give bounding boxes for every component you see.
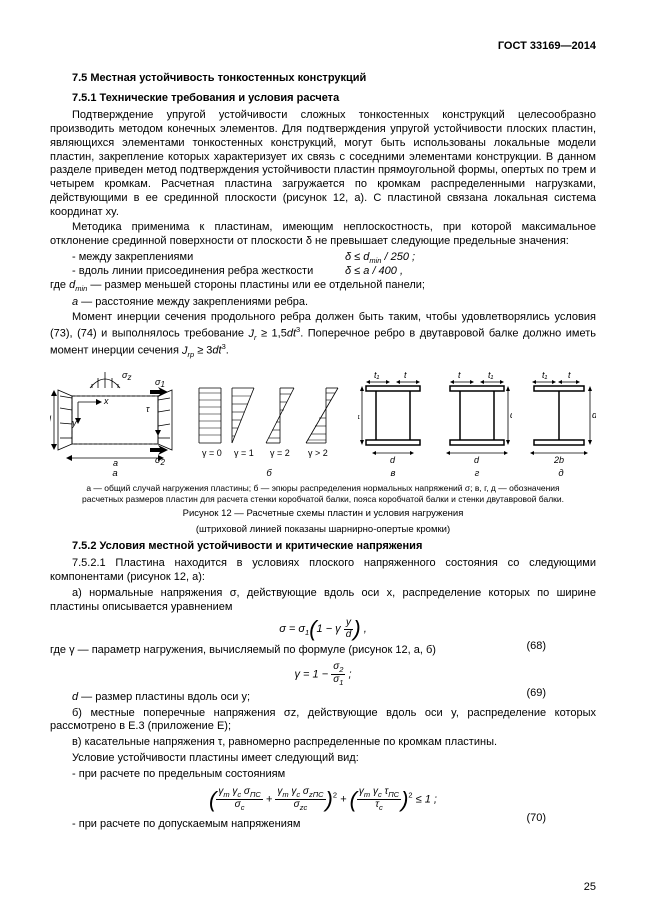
svg-text:γ = 2: γ = 2: [270, 448, 290, 458]
svg-text:x: x: [103, 396, 109, 406]
page: ГОСТ 33169—2014 7.5 Местная устойчивость…: [0, 0, 646, 913]
figure-subcaption: а — общий случай нагружения пластины; б …: [70, 483, 576, 503]
para-10: Условие устойчивости пластины имеет след…: [50, 752, 596, 766]
para-7-text: — размер пластины вдоль оси y;: [78, 691, 250, 703]
svg-text:σ1: σ1: [155, 377, 165, 389]
panel-a-label: а: [50, 468, 180, 480]
svg-text:γ > 2: γ > 2: [308, 448, 328, 458]
para-9: в) касательные напряжения τ, равномерно …: [50, 736, 596, 750]
panel-d-label: г: [442, 468, 512, 480]
svg-text:d: d: [390, 455, 396, 465]
para-4: 7.5.2.1 Пластина находится в условиях пл…: [50, 557, 596, 585]
svg-text:t₁: t₁: [542, 370, 548, 380]
figure-panel-d: t₁ t d₁ d г: [442, 368, 512, 480]
para-3: Момент инерции сечения продольного ребра…: [50, 311, 596, 359]
svg-text:t₁: t₁: [488, 370, 494, 380]
doc-code: ГОСТ 33169—2014: [50, 40, 596, 54]
svg-text:d: d: [50, 414, 52, 424]
where-1: где dmin — размер меньшей стороны пласти…: [50, 279, 596, 294]
svg-text:d₁: d₁: [358, 410, 360, 420]
para-1: Подтверждение упругой устойчивости сложн…: [50, 109, 596, 219]
equation-68: σ = σ1(1 − γ yd) , (68): [50, 618, 596, 640]
eq-69-num: (69): [526, 687, 546, 701]
svg-text:t: t: [458, 370, 461, 380]
svg-text:t: t: [404, 370, 407, 380]
bullet-1-eq: δ ≤ dmin / 250 ;: [345, 251, 618, 266]
bullet-2-eq: δ ≤ a / 400 ,: [345, 265, 618, 279]
para-6: где γ — параметр нагружения, вычисляемый…: [50, 644, 596, 658]
eq-70-num: (70): [526, 812, 546, 826]
panel-e-label: д: [526, 468, 596, 480]
where-1-post: — размер меньшей стороны пластины или ее…: [87, 279, 425, 291]
bullet-row-2: вдоль линии присоединения ребра жесткост…: [50, 265, 596, 279]
figure-panel-b: γ = 0 γ = 1 γ = 2 γ > 2 б: [194, 368, 344, 480]
para-8: б) местные поперечные напряжения σz, дей…: [50, 707, 596, 735]
section-7-5-2: 7.5.2 Условия местной устойчивости и кри…: [72, 540, 596, 554]
bullet-4: при расчете по допускаемым напряжениям: [72, 818, 596, 832]
where-2-post: — расстояние между закреплениями ребра.: [78, 296, 308, 308]
where-2: a — расстояние между закреплениями ребра…: [72, 296, 596, 310]
svg-text:a: a: [113, 458, 118, 468]
svg-text:d₁: d₁: [592, 410, 596, 420]
figure-panel-e: t₁ t d₁ 2b д: [526, 368, 596, 480]
svg-text:τ: τ: [146, 404, 150, 414]
page-number: 25: [584, 881, 596, 895]
para-7: d — размер пластины вдоль оси y;: [72, 691, 596, 705]
panel-b-label: б: [194, 468, 344, 480]
eq-68-num: (68): [526, 640, 546, 654]
where-1-pre: где: [50, 279, 69, 291]
section-7-5-1: 7.5.1 Технические требования и условия р…: [72, 92, 596, 106]
svg-text:σz: σz: [122, 370, 131, 382]
figure-12: σz σ1 x y τ: [50, 368, 596, 480]
bullet-2-label: вдоль линии присоединения ребра жесткост…: [72, 265, 345, 279]
svg-text:2b: 2b: [553, 455, 564, 465]
para-3c: .: [226, 345, 229, 357]
figure-panel-c: t₁ t d₁ d в: [358, 368, 428, 480]
section-7-5: 7.5 Местная устойчивость тонкостенных ко…: [72, 72, 596, 86]
equation-70: (γm γc σПСσc + γm γc σzПСσzc)2 + (γm γc …: [50, 787, 596, 812]
bullet-row-1: между закреплениями δ ≤ dmin / 250 ;: [50, 251, 596, 266]
panel-c-label: в: [358, 468, 428, 480]
para-5: а) нормальные напряжения σ, действующие …: [50, 587, 596, 615]
para-2: Методика применима к пластинам, имеющим …: [50, 221, 596, 249]
svg-text:γ = 0: γ = 0: [202, 448, 222, 458]
svg-text:t₁: t₁: [374, 370, 380, 380]
figure-panel-a: σz σ1 x y τ: [50, 368, 180, 480]
figure-caption-1: Рисунок 12 — Расчетные схемы пластин и у…: [50, 508, 596, 520]
svg-text:γ = 1: γ = 1: [234, 448, 254, 458]
bullet-3: при расчете по предельным состояниям: [72, 768, 596, 782]
svg-text:t: t: [568, 370, 571, 380]
equation-69: γ = 1 − σ2σ1 ; (69): [50, 662, 596, 687]
svg-text:d: d: [474, 455, 480, 465]
figure-caption-2: (штриховой линией показаны шарнирно-опер…: [50, 524, 596, 536]
svg-text:d₁: d₁: [510, 410, 512, 420]
bullet-1-label: между закреплениями: [72, 251, 345, 266]
